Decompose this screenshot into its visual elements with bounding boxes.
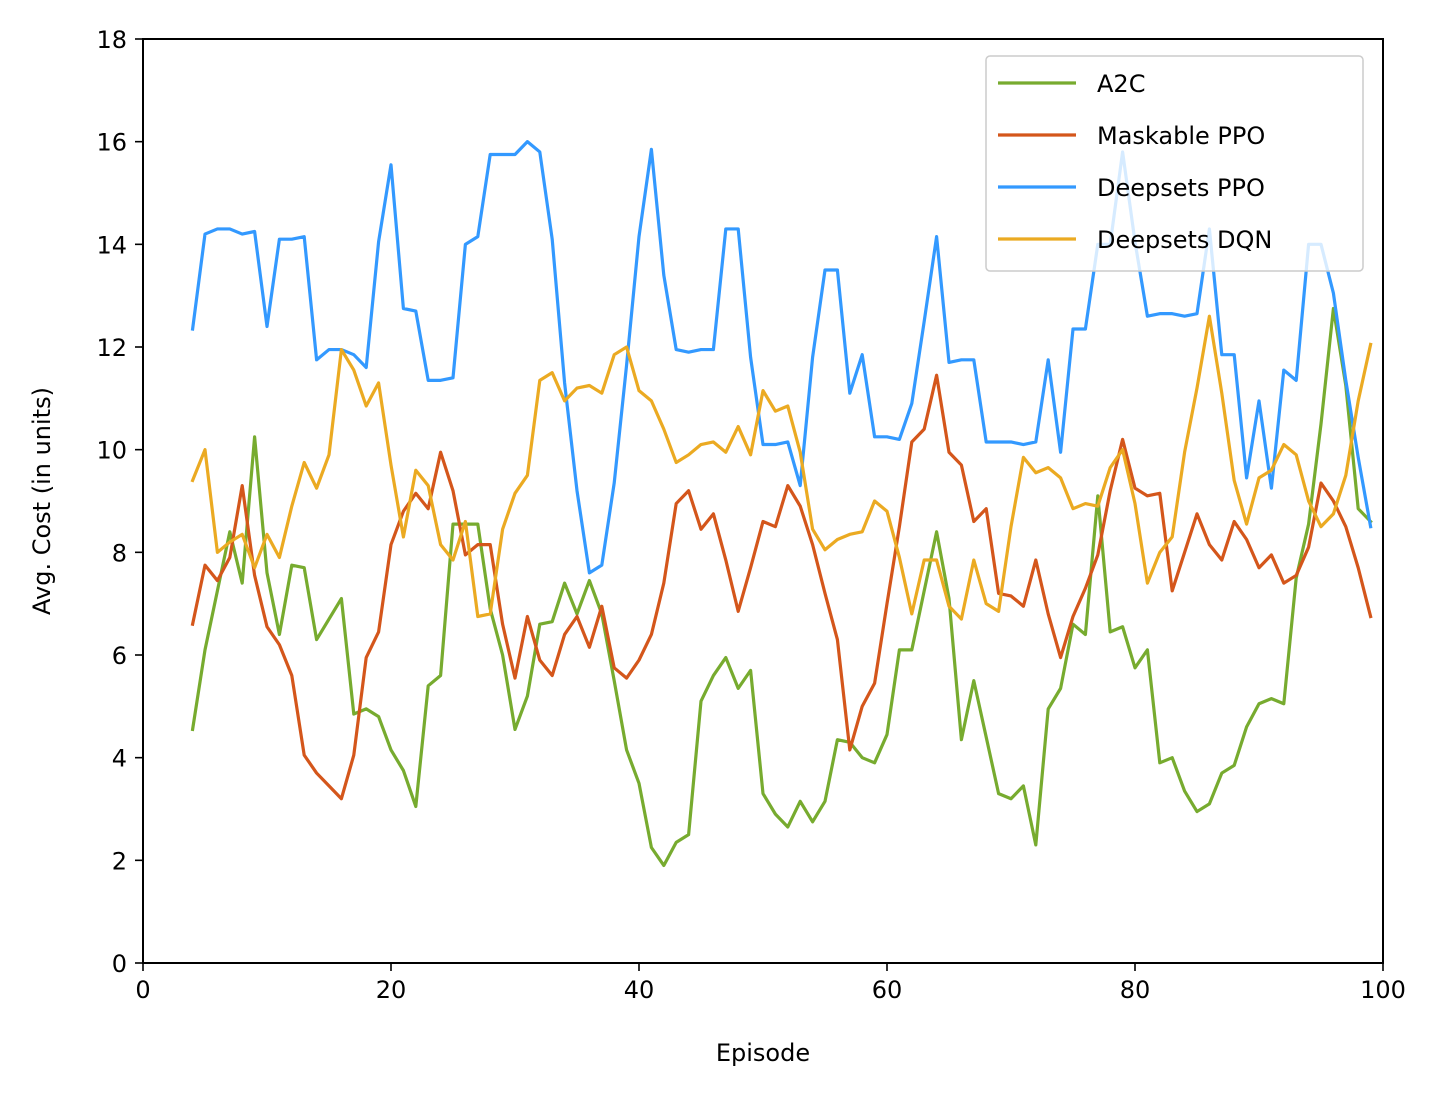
x-tick-label: 80 — [1120, 976, 1151, 1004]
x-axis-title: Episode — [716, 1039, 810, 1067]
legend-label-deepsets-dqn: Deepsets DQN — [1097, 226, 1272, 254]
x-tick-label: 0 — [135, 976, 150, 1004]
legend-label-a2c: A2C — [1097, 70, 1145, 98]
y-tick-label: 14 — [96, 231, 127, 259]
y-tick-label: 6 — [112, 642, 127, 670]
y-tick-label: 12 — [96, 334, 127, 362]
y-tick-label: 8 — [112, 539, 127, 567]
plot-frame — [142, 38, 1384, 964]
legend: A2C Maskable PPO Deepsets PPO Deepsets DQN — [985, 55, 1364, 272]
x-tick-label: 100 — [1360, 976, 1406, 1004]
y-axis-title: Avg. Cost (in units) — [28, 387, 56, 615]
y-axis: 0 2 4 6 8 10 12 14 16 18 — [96, 26, 143, 978]
series-line-deepsets-ppo — [190, 140, 1373, 575]
y-tick-label: 10 — [96, 437, 127, 465]
y-tick-label: 4 — [112, 745, 127, 773]
y-tick-label: 2 — [112, 847, 127, 875]
series-layer — [190, 140, 1373, 868]
x-tick-label: 60 — [872, 976, 903, 1004]
series-line-a2c — [190, 306, 1373, 868]
x-axis: 0 20 40 60 80 100 — [135, 963, 1406, 1004]
legend-label-maskable-ppo: Maskable PPO — [1097, 122, 1265, 150]
y-tick-label: 18 — [96, 26, 127, 54]
series-line-deepsets-dqn — [190, 314, 1373, 621]
x-tick-label: 40 — [624, 976, 655, 1004]
legend-box — [985, 55, 1364, 272]
y-tick-label: 0 — [112, 950, 127, 978]
legend-label-deepsets-ppo: Deepsets PPO — [1097, 174, 1265, 202]
x-tick-label: 20 — [376, 976, 407, 1004]
y-tick-label: 16 — [96, 129, 127, 157]
series-line-maskable-ppo — [190, 373, 1373, 801]
